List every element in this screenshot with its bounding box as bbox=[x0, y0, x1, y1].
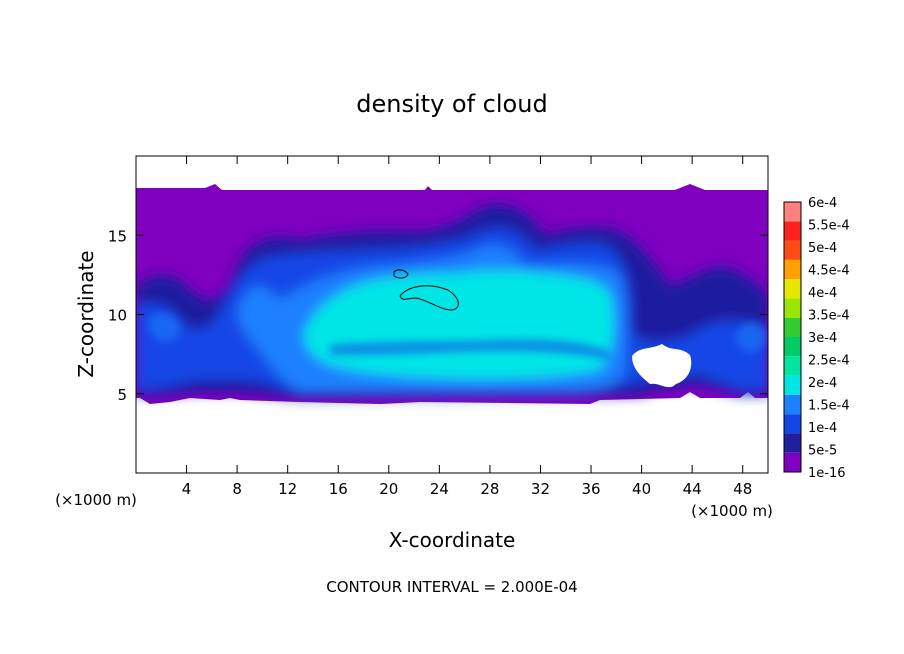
colorbar-frame bbox=[783, 201, 802, 473]
colorbar-swatch bbox=[784, 452, 801, 472]
x-axis-title: X-coordinate bbox=[389, 528, 516, 552]
x-tick-label: 8 bbox=[232, 480, 242, 498]
colorbar-swatch bbox=[784, 337, 801, 357]
y-tick-label: 15 bbox=[108, 227, 127, 245]
x-tick-label: 40 bbox=[632, 480, 651, 498]
colorbar-swatch bbox=[784, 356, 801, 376]
colorbar-swatch bbox=[784, 221, 801, 241]
colorbar-swatch bbox=[784, 240, 801, 260]
x-unit-label-left: (×1000 m) bbox=[55, 491, 137, 509]
x-tick-label: 44 bbox=[683, 480, 702, 498]
colorbar-label: 3.5e-4 bbox=[808, 309, 850, 324]
x-tick-label: 20 bbox=[379, 480, 398, 498]
colorbar-swatch bbox=[784, 414, 801, 434]
y-axis-title: Z-coordinate bbox=[74, 250, 98, 377]
colorbar-swatch bbox=[784, 394, 801, 415]
colorbar-label: 1.5e-4 bbox=[808, 399, 850, 414]
x-tick-label: 12 bbox=[278, 480, 297, 498]
colorbar-swatch bbox=[784, 259, 801, 280]
colorbar-swatch bbox=[784, 202, 801, 222]
colorbar-label: 4e-4 bbox=[808, 286, 837, 301]
density-field bbox=[136, 184, 768, 404]
colorbar-label: 2e-4 bbox=[808, 376, 837, 391]
x-tick-label: 24 bbox=[430, 480, 449, 498]
colorbar-label: 5e-5 bbox=[808, 444, 837, 459]
contour-line bbox=[393, 269, 409, 279]
contour-line bbox=[399, 285, 459, 311]
colorbar-label: 1e-16 bbox=[808, 466, 846, 481]
left-eddy bbox=[148, 312, 181, 342]
colorbar-label: 1e-4 bbox=[808, 421, 837, 436]
x-tick-label: 4 bbox=[182, 480, 192, 498]
layer-streak bbox=[330, 339, 610, 360]
x-axis: 4 8 12 16 20 24 28 32 36 40 44 48 bbox=[182, 156, 752, 498]
colorbar-label: 5.5e-4 bbox=[808, 219, 850, 234]
contour-interval-note: CONTOUR INTERVAL = 2.000E-04 bbox=[326, 578, 577, 596]
x-tick-label: 16 bbox=[329, 480, 348, 498]
colorbar-label: 3e-4 bbox=[808, 331, 837, 346]
colorbar-swatch bbox=[784, 317, 801, 337]
chart-title: density of cloud bbox=[356, 90, 547, 118]
x-tick-label: 36 bbox=[581, 480, 600, 498]
x-tick-label: 28 bbox=[480, 480, 499, 498]
colorbar-label: 4.5e-4 bbox=[808, 264, 850, 279]
colorbar-label: 2.5e-4 bbox=[808, 354, 850, 369]
colorbar-swatch bbox=[784, 279, 801, 299]
y-axis: 5 10 15 bbox=[108, 227, 768, 404]
x-unit-label-right: (×1000 m) bbox=[691, 502, 773, 520]
y-tick-label: 5 bbox=[117, 386, 127, 404]
colorbar-swatch bbox=[784, 433, 801, 453]
colorbar-label: 5e-4 bbox=[808, 241, 837, 256]
y-tick-label: 10 bbox=[108, 307, 127, 325]
lower-clear-region bbox=[632, 344, 692, 388]
colorbar-swatch bbox=[784, 375, 801, 395]
x-tick-label: 32 bbox=[531, 480, 550, 498]
colorbar-swatch bbox=[784, 298, 801, 318]
colorbar-label: 6e-4 bbox=[808, 196, 837, 211]
right-eddy bbox=[736, 322, 766, 353]
colorbar: 1e-16 5e-5 1e-4 1.5e-4 2e-4 2.5e-4 3e-4 3.5e-4 4… bbox=[783, 196, 850, 481]
x-tick-label: 48 bbox=[733, 480, 752, 498]
